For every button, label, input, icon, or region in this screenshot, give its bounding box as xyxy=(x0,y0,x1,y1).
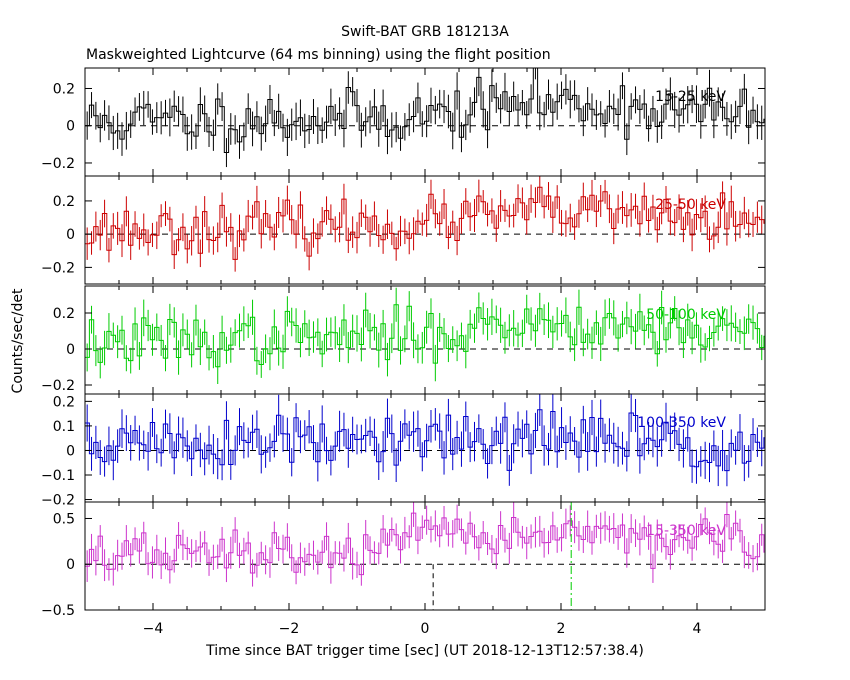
panel-25-50 keV: −0.2 0 0.2 25-50 keV xyxy=(41,175,766,285)
panel-15-350 keV: −0.5 0 0.5 15-350 keV xyxy=(41,501,766,619)
panel-15-25 keV: −0.2 0 0.2 15-25 keV xyxy=(41,67,766,177)
y-tick-label: 0 xyxy=(66,119,75,135)
step-curve xyxy=(85,512,765,576)
panel-100-350 keV: −0.2 −0.1 0 0.1 0.2 100-350 keV xyxy=(41,393,766,509)
x-axis-label: Time since BAT trigger time [sec] (UT 20… xyxy=(205,643,644,659)
x-tick-label: −2 xyxy=(279,621,300,637)
panel-label: 15-350 keV xyxy=(646,523,726,539)
series-100-350 keV xyxy=(85,394,765,487)
y-tick-label: −0.5 xyxy=(41,603,75,619)
y-tick-label: 0.2 xyxy=(53,194,75,210)
step-curve xyxy=(85,409,765,472)
y-tick-label: 0.2 xyxy=(53,81,75,97)
y-tick-label: −0.1 xyxy=(41,468,75,484)
series-15-350 keV xyxy=(85,502,765,587)
panel-label: 25-50 keV xyxy=(655,197,726,213)
series-25-50 keV xyxy=(85,176,765,272)
y-tick-label: 0.1 xyxy=(53,419,75,435)
panels-group: −0.2 0 0.2 15-25 keV −0.2 0 0.2 25-50 keV −0.2 0 0… xyxy=(41,67,766,619)
panel-label: 15-25 keV xyxy=(655,89,726,105)
y-tick-label: −0.2 xyxy=(41,493,75,509)
y-tick-label: 0.5 xyxy=(53,511,75,527)
panel-50-100 keV: −0.2 0 0.2 50-100 keV xyxy=(41,285,766,395)
y-tick-label: 0 xyxy=(66,443,75,459)
y-tick-label: 0.2 xyxy=(53,306,75,322)
x-tick-labels: −4 −2 0 2 4 xyxy=(143,621,702,637)
y-axis-label: Counts/sec/det xyxy=(10,288,26,393)
step-curve xyxy=(85,68,765,153)
y-tick-label: −0.2 xyxy=(41,156,75,172)
y-tick-label: −0.2 xyxy=(41,378,75,394)
step-curve xyxy=(85,186,765,260)
x-tick-label: −4 xyxy=(143,621,164,637)
x-tick-label: 4 xyxy=(693,621,702,637)
series-15-25 keV xyxy=(85,68,765,168)
y-tick-label: −0.2 xyxy=(41,260,75,276)
chart-title: Swift-BAT GRB 181213A xyxy=(341,24,509,40)
panel-frame xyxy=(84,175,766,285)
panel-label: 100-350 keV xyxy=(637,415,726,431)
step-curve xyxy=(85,304,765,368)
chart-subtitle: Maskweighted Lightcurve (64 ms binning) … xyxy=(86,47,551,63)
x-tick-label: 2 xyxy=(557,621,566,637)
series-50-100 keV xyxy=(85,287,765,385)
panel-label: 50-100 keV xyxy=(646,307,726,323)
x-tick-label: 0 xyxy=(421,621,430,637)
y-tick-label: 0 xyxy=(66,227,75,243)
y-tick-label: 0.2 xyxy=(53,394,75,410)
y-tick-label: 0 xyxy=(66,557,75,573)
y-tick-label: 0 xyxy=(66,342,75,358)
